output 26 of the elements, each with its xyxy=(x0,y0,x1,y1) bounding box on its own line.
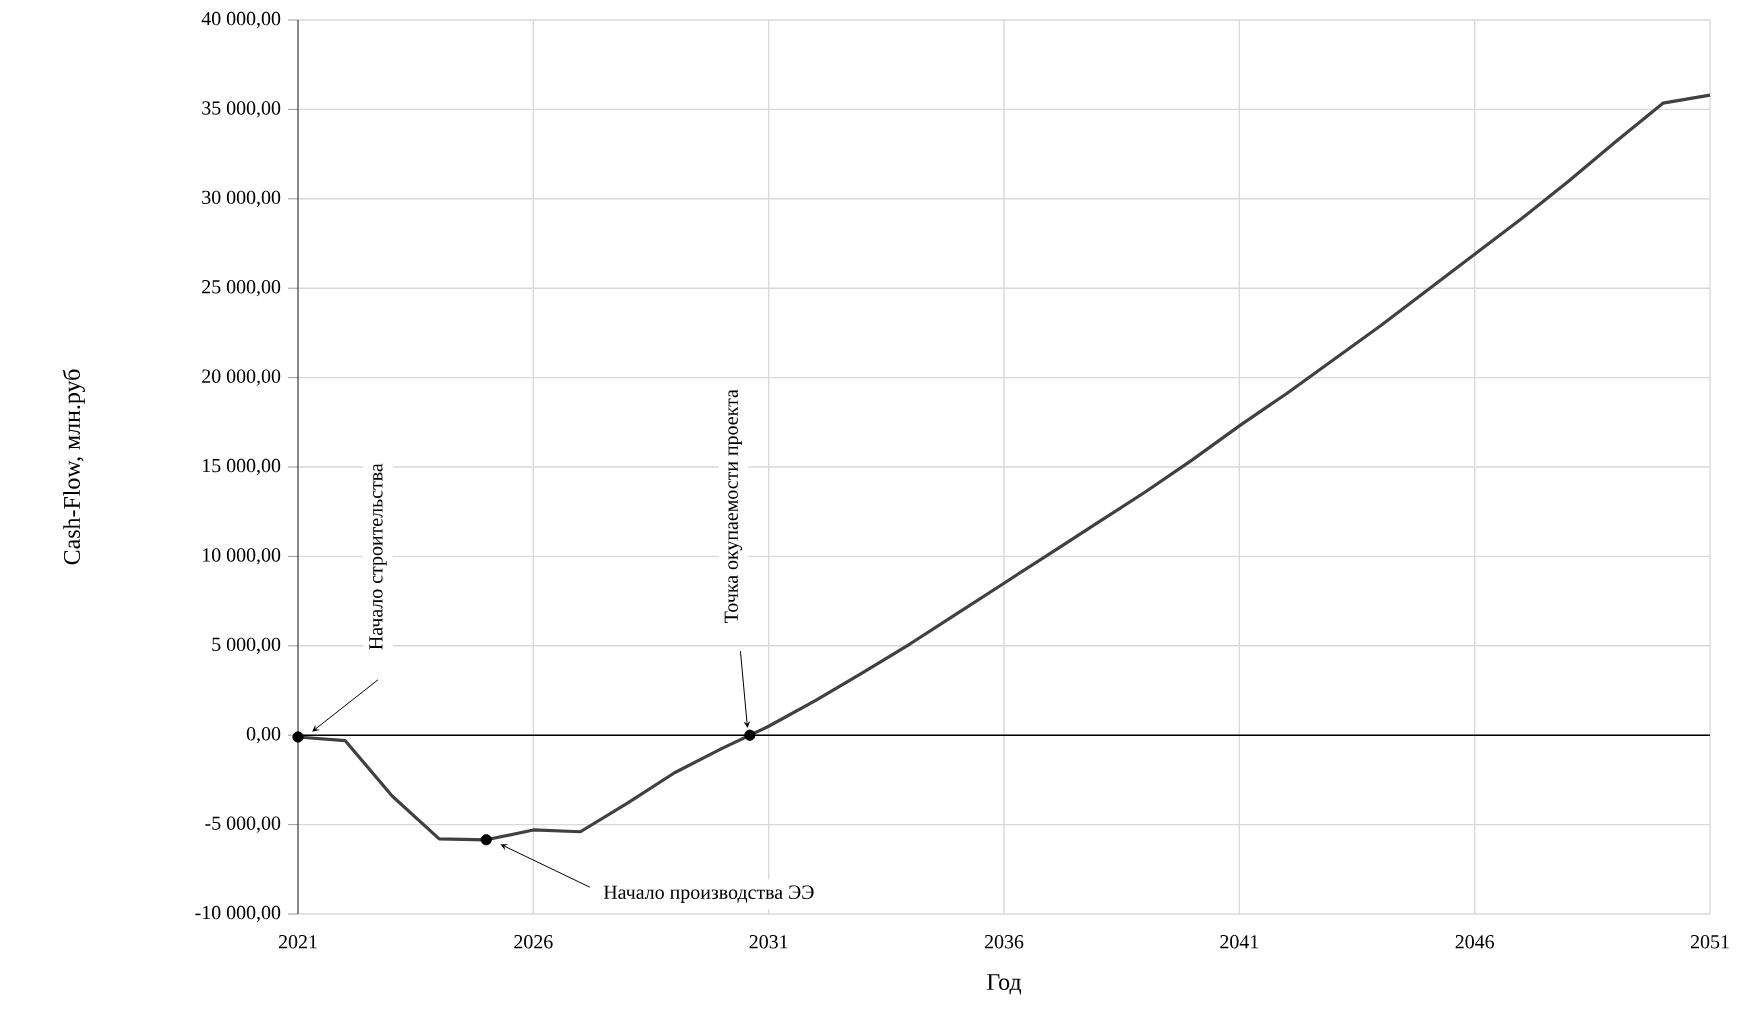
point xyxy=(744,729,756,741)
point xyxy=(480,834,492,846)
y-tick-label: -10 000,00 xyxy=(195,905,281,923)
y-tick-label: 5 000,00 xyxy=(212,637,281,654)
x-tick-label: 2041 xyxy=(1220,935,1259,949)
x-tick-label: 2026 xyxy=(514,935,553,949)
annotation: Начало строительства xyxy=(369,463,387,650)
y-tick-label: -5 000,00 xyxy=(205,816,281,833)
y-tick-label: 0,00 xyxy=(246,727,281,744)
y-tick-label: 40 000,00 xyxy=(201,11,281,29)
y-tick-label: 25 000,00 xyxy=(202,280,281,297)
x-tick-label: 2046 xyxy=(1455,935,1495,949)
x-tick-label: 2036 xyxy=(984,935,1024,949)
y-tick-label: 20 000,00 xyxy=(202,369,281,386)
y-tick-label: 10 000,00 xyxy=(203,548,281,565)
annotation: Начало производства ЭЭ xyxy=(603,885,814,904)
point xyxy=(292,731,304,743)
x-axis-title: Год xyxy=(987,974,1022,995)
x-tick-label: 2031 xyxy=(749,935,788,949)
y-tick-label: 35 000,00 xyxy=(202,101,281,118)
y-axis-title: Cash-Flow, млн.руб xyxy=(62,369,85,565)
x-tick-label: 2021 xyxy=(278,935,317,949)
y-tick-label: 15 000,00 xyxy=(203,458,281,476)
x-tick-label: 2051 xyxy=(1690,935,1729,949)
annotation: Точка окупаемости проекта xyxy=(724,389,743,623)
y-tick-label: 30 000,00 xyxy=(202,190,281,207)
